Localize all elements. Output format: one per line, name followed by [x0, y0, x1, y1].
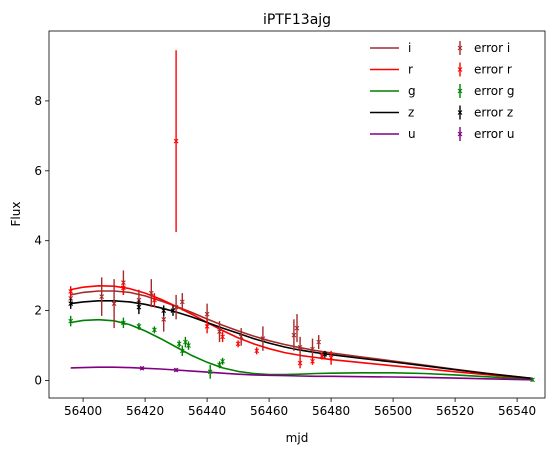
- series-line: [70, 290, 533, 380]
- x-tick-label: 56500: [374, 404, 412, 418]
- data-point-marker: [310, 346, 315, 352]
- series-r: [70, 284, 533, 380]
- data-point-marker: [121, 320, 126, 326]
- data-point-marker: [161, 308, 167, 313]
- x-tick-label: 56480: [312, 404, 350, 418]
- data-point-marker: [297, 360, 303, 366]
- data-point-marker: [319, 353, 325, 359]
- legend-label: error u: [474, 127, 514, 141]
- series-error-u: [139, 365, 179, 373]
- series-g: [70, 318, 533, 381]
- legend-marker-swatch: [457, 67, 463, 72]
- x-tick-label: 56440: [188, 404, 226, 418]
- y-tick-label: 8: [34, 94, 42, 108]
- series-line: [70, 284, 533, 380]
- data-point-marker: [136, 297, 142, 303]
- data-point-marker: [136, 304, 142, 310]
- x-tick-label: 56520: [436, 404, 474, 418]
- data-point-marker: [179, 299, 185, 305]
- data-point-marker: [220, 334, 225, 340]
- legend-label: error z: [474, 106, 513, 120]
- legend-label: g: [408, 84, 416, 98]
- legend-marker-swatch: [457, 110, 463, 115]
- data-point-marker: [238, 334, 244, 340]
- y-tick-label: 6: [34, 164, 42, 178]
- y-axis: 0 2 4 6 8: [34, 94, 49, 388]
- data-point-marker: [235, 341, 241, 347]
- data-point-marker: [148, 290, 154, 296]
- x-axis: 56400 56420 56440 56460 56480 56500 56520 56540: [64, 398, 536, 418]
- data-point-marker: [111, 301, 117, 306]
- data-point-marker: [328, 355, 334, 361]
- legend-marker-swatch: [457, 131, 463, 137]
- legend-marker-swatch: [457, 88, 463, 94]
- data-point-marker: [291, 332, 297, 338]
- series-error-r: [68, 50, 334, 369]
- series-line: [70, 366, 533, 381]
- x-tick-label: 56400: [64, 404, 102, 418]
- y-tick-label: 2: [34, 304, 42, 318]
- data-point-marker: [297, 344, 303, 350]
- legend-label: error r: [474, 63, 512, 77]
- data-point-marker: [170, 308, 176, 313]
- legend-label: i: [408, 41, 411, 55]
- data-point-marker: [152, 327, 157, 333]
- data-point-marker: [530, 377, 535, 383]
- series-z: [70, 299, 533, 380]
- data-point-marker: [139, 365, 145, 371]
- data-point-marker: [260, 336, 266, 341]
- chart-title: iPTF13ajg: [263, 12, 331, 28]
- series-line: [70, 299, 533, 380]
- plot-area: [48, 30, 546, 399]
- data-point-marker: [68, 301, 74, 306]
- axes-frame: [48, 30, 546, 399]
- legend-label: u: [408, 127, 416, 141]
- data-point-marker: [99, 294, 105, 299]
- y-axis-label: Flux: [9, 202, 23, 227]
- legend-label: z: [408, 106, 414, 120]
- data-point-marker: [68, 318, 74, 324]
- data-point-marker: [316, 339, 322, 345]
- x-axis-label: mjd: [286, 431, 309, 445]
- legend-label: r: [408, 63, 413, 77]
- series-error-g: [68, 315, 535, 383]
- data-point-marker: [186, 343, 191, 348]
- data-point-marker: [207, 369, 213, 375]
- data-point-marker: [68, 289, 74, 294]
- data-point-marker: [220, 358, 225, 364]
- series-line: [70, 318, 533, 381]
- data-point-marker: [204, 323, 210, 329]
- data-point-marker: [152, 297, 157, 303]
- series-u: [70, 366, 533, 381]
- series-layer: [68, 50, 535, 383]
- data-point-marker: [322, 351, 328, 357]
- x-tick-label: 56540: [498, 404, 536, 418]
- legend-marker-swatch: [457, 45, 463, 51]
- y-tick-label: 0: [34, 374, 42, 388]
- data-point-marker: [173, 138, 179, 144]
- data-point-marker: [161, 317, 167, 322]
- legend-label: error i: [474, 41, 510, 55]
- data-point-marker: [204, 311, 210, 317]
- x-tick-label: 56420: [126, 404, 164, 418]
- series-i: [70, 290, 533, 380]
- data-point-marker: [179, 348, 185, 354]
- x-tick-label: 56460: [250, 404, 288, 418]
- data-point-marker: [217, 329, 222, 334]
- data-point-marker: [254, 348, 260, 354]
- data-point-marker: [310, 358, 315, 364]
- data-point-marker: [176, 341, 182, 347]
- data-point-marker: [136, 323, 142, 329]
- data-point-marker: [294, 325, 300, 331]
- data-point-marker: [121, 285, 126, 291]
- data-point-marker: [173, 367, 179, 373]
- y-tick-label: 4: [34, 234, 42, 248]
- series-error-z: [68, 298, 328, 358]
- legend-label: error g: [474, 84, 514, 98]
